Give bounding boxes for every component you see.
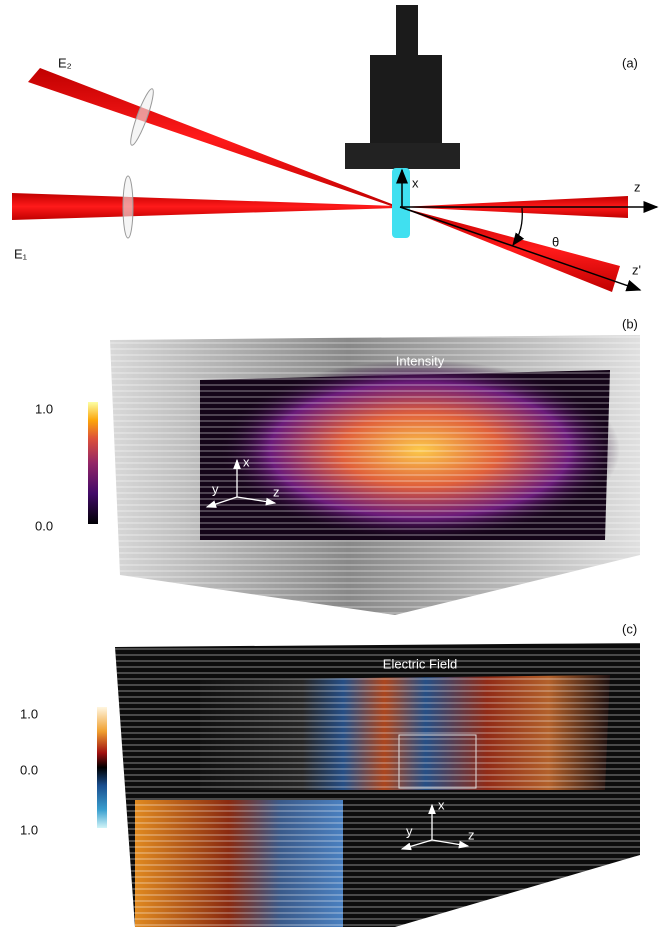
panel-label: (c)	[622, 621, 637, 636]
axis-label: θ	[552, 234, 559, 249]
axis	[400, 839, 433, 851]
beam-e2	[28, 68, 397, 208]
axis-label: z	[634, 179, 641, 194]
objective	[396, 5, 418, 60]
zoom-box	[398, 734, 477, 789]
panel-title: Intensity	[396, 353, 445, 368]
panel-title: Electric Field	[383, 656, 457, 671]
axis-label: x	[438, 797, 445, 812]
axis-label: z'	[632, 262, 641, 277]
panel-a: (a) E₂ E₁ x z z' θ	[12, 5, 659, 292]
fringes	[110, 335, 640, 615]
axis	[431, 839, 470, 849]
sample	[392, 168, 410, 238]
beam-label: E₁	[14, 246, 28, 261]
axis	[236, 496, 277, 506]
panel-label: (a)	[622, 55, 638, 70]
beam-z-prime	[400, 207, 620, 292]
axis-label: x	[412, 175, 419, 190]
inset-fringes	[135, 800, 343, 927]
panel-b: (b) Intensity 1.0 0.0 x y z	[35, 316, 640, 615]
axis-label: y	[406, 823, 413, 838]
lens	[122, 175, 134, 239]
objective	[370, 55, 442, 145]
beam-label: E₂	[58, 55, 72, 70]
colorbar-tick: 0.0	[35, 518, 53, 533]
axis-label: y	[212, 481, 219, 496]
colorbar-tick: 1.0	[35, 401, 53, 416]
panel-label: (b)	[622, 316, 638, 331]
angle-arc	[512, 207, 525, 247]
colorbar-tick: 0.0	[20, 762, 38, 777]
colorbar	[97, 707, 107, 828]
colorbar-tick: 1.0	[20, 706, 38, 721]
lens	[130, 88, 154, 146]
z-prime-axis	[399, 206, 642, 292]
axis-label: x	[243, 454, 250, 469]
axis	[205, 496, 238, 508]
panel-c: (c) Electric Field 1.0 0.0 1.0 x y z	[20, 621, 640, 927]
axis-label: z	[468, 827, 475, 842]
colorbar-tick: 1.0	[20, 822, 38, 837]
objective	[345, 143, 460, 169]
axis-label: z	[273, 484, 280, 499]
colorbar	[88, 402, 98, 524]
beam-e1	[12, 193, 397, 220]
